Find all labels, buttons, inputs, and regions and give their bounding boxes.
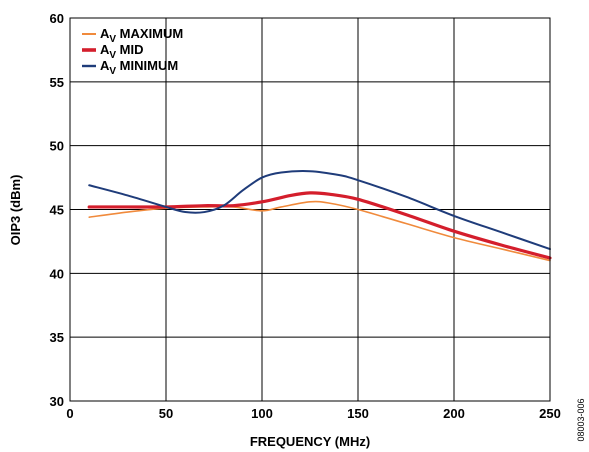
legend-item-minimum: AV MINIMUM [82, 58, 178, 77]
x-tick-label: 100 [251, 406, 273, 421]
x-tick-label: 0 [66, 406, 73, 421]
y-tick-label: 45 [50, 203, 64, 218]
y-tick-label: 30 [50, 394, 64, 409]
legend-item-mid: AV MID [82, 42, 144, 61]
plot-frame [69, 17, 551, 402]
y-axis-title: OIP3 (dBm) [8, 175, 23, 246]
series-line-minimum [88, 170, 551, 251]
gridlines [69, 17, 551, 402]
y-tick-label: 40 [50, 266, 64, 281]
x-tick-label: 250 [539, 406, 561, 421]
x-tick-labels: 0 50 100 150 200 250 [66, 406, 560, 421]
series-lines [87, 170, 552, 262]
legend-label: AV MAXIMUM [100, 26, 183, 45]
x-tick-label: 200 [443, 406, 465, 421]
legend-item-maximum: AV MAXIMUM [82, 26, 183, 45]
legend-label: AV MINIMUM [100, 58, 178, 77]
legend-label: AV MID [100, 42, 144, 61]
x-tick-label: 50 [159, 406, 173, 421]
y-tick-labels: 30 35 40 45 50 55 60 [50, 11, 64, 409]
y-tick-label: 35 [50, 330, 64, 345]
x-axis-title: FREQUENCY (MHz) [250, 434, 370, 449]
x-tick-label: 150 [347, 406, 369, 421]
y-tick-label: 60 [50, 11, 64, 26]
figure-id-label: 08003-006 [576, 398, 586, 441]
y-tick-label: 50 [50, 139, 64, 154]
y-tick-label: 55 [50, 75, 64, 90]
